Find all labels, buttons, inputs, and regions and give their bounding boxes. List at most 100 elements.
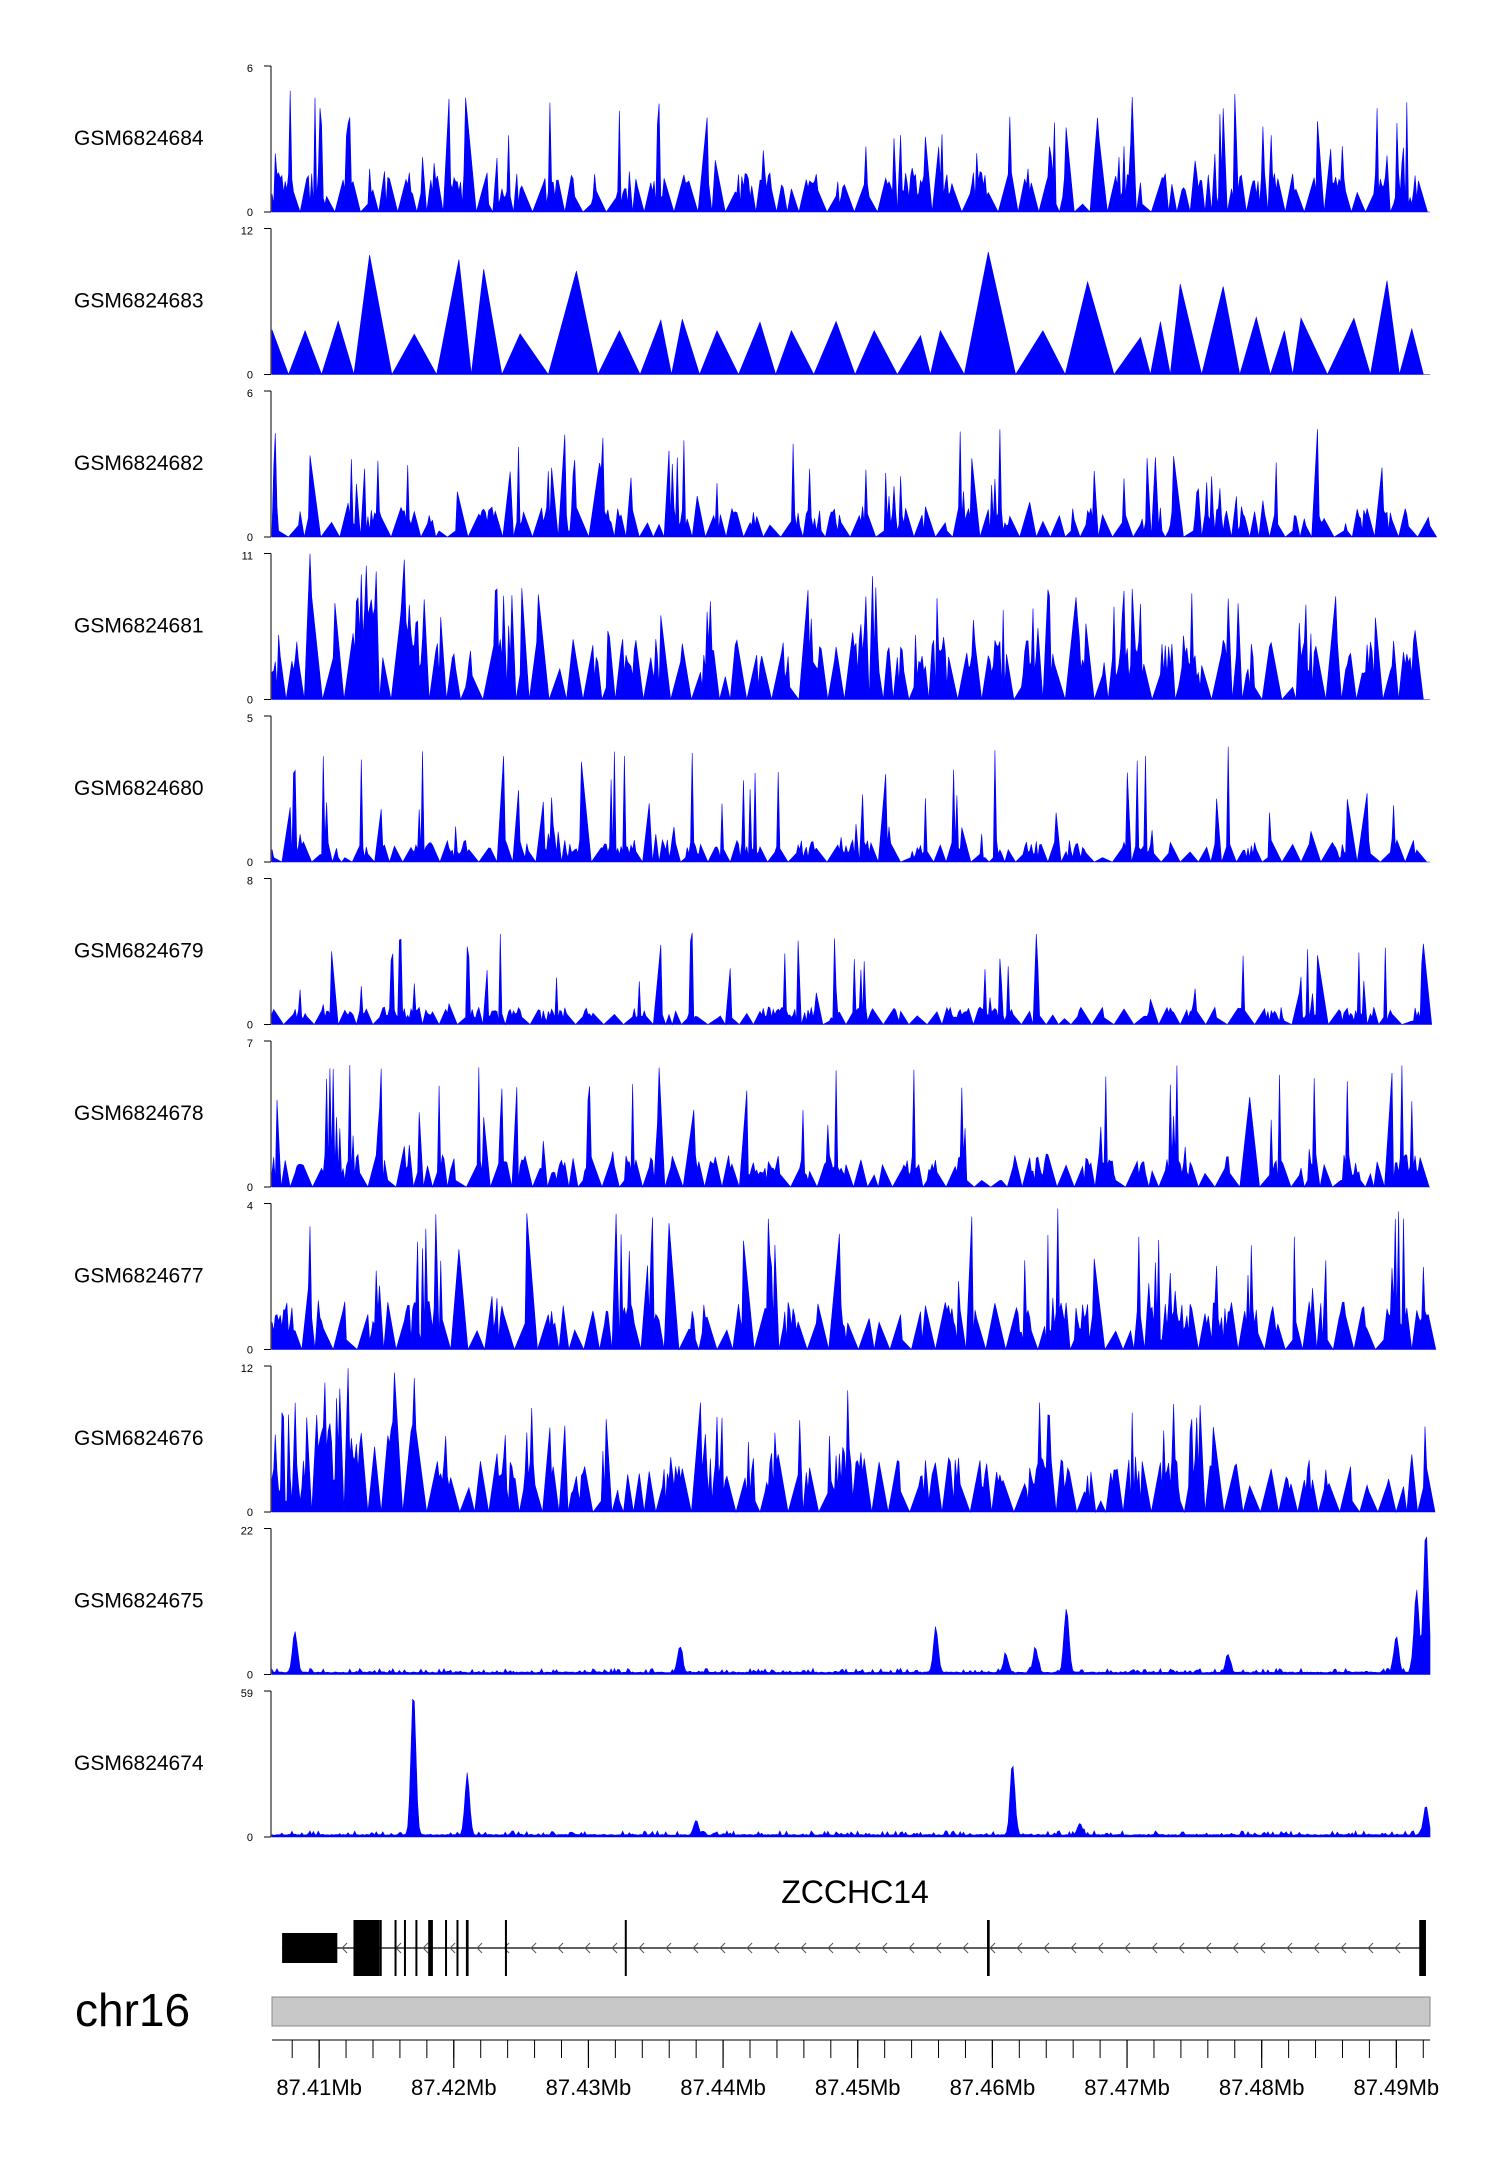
tick-label: 87.44Mb xyxy=(680,2075,766,2100)
tick-label: 87.49Mb xyxy=(1354,2075,1440,2100)
exon xyxy=(353,1920,380,1976)
exon xyxy=(415,1920,418,1976)
strand-arrow xyxy=(827,1942,834,1954)
y-zero-label: 0 xyxy=(247,1670,253,1682)
y-max-label: 6 xyxy=(247,63,253,75)
strand-arrow xyxy=(746,1942,753,1954)
strand-arrow xyxy=(908,1942,915,1954)
strand-arrow xyxy=(1124,1942,1131,1954)
track-GSM6824683: GSM6824683 12 0 xyxy=(74,226,1430,382)
exon xyxy=(465,1920,469,1976)
genomic-axis: 87.41Mb 87.42Mb 87.43Mb 87.44Mb 87.45Mb 87.46… xyxy=(272,2039,1440,2100)
tick-label: 87.46Mb xyxy=(950,2075,1036,2100)
strand-arrow xyxy=(989,1942,996,1954)
exon xyxy=(1419,1920,1426,1976)
tick-label: 87.45Mb xyxy=(815,2075,901,2100)
y-max-label: 12 xyxy=(241,1363,253,1375)
y-zero-label: 0 xyxy=(247,207,253,219)
track-GSM6824682: GSM6824682 6 0 xyxy=(74,388,1438,544)
y-zero-label: 0 xyxy=(247,857,253,869)
y-zero-label: 0 xyxy=(247,1182,253,1194)
strand-arrow xyxy=(1070,1942,1077,1954)
strand-arrow xyxy=(1232,1942,1239,1954)
y-max-label: 4 xyxy=(247,1201,253,1213)
track-GSM6824679: GSM6824679 8 0 xyxy=(74,876,1433,1032)
y-max-label: 59 xyxy=(241,1688,253,1700)
strand-arrow xyxy=(665,1942,672,1954)
strand-arrow xyxy=(584,1942,591,1954)
exon xyxy=(403,1920,406,1976)
coverage-area xyxy=(271,1208,1437,1351)
y-zero-label: 0 xyxy=(247,1507,253,1519)
strand-arrow xyxy=(1286,1942,1293,1954)
y-max-label: 8 xyxy=(247,876,253,888)
track-GSM6824680: GSM6824680 5 0 xyxy=(74,713,1430,869)
strand-arrow xyxy=(1394,1942,1401,1954)
exon xyxy=(456,1920,459,1976)
exon xyxy=(986,1920,990,1976)
track-label: GSM6824680 xyxy=(74,777,204,800)
gene-name-label: ZCCHC14 xyxy=(781,1874,929,1910)
track-label: GSM6824676 xyxy=(74,1427,204,1450)
chromosome-label: chr16 xyxy=(75,1984,190,2036)
strand-arrow xyxy=(962,1942,969,1954)
strand-arrow xyxy=(1043,1942,1050,1954)
strand-arrow xyxy=(638,1942,645,1954)
exon xyxy=(624,1920,627,1976)
coverage-area xyxy=(271,1698,1431,1838)
gene-track: ZCCHC14 xyxy=(282,1874,1426,1976)
track-GSM6824675: GSM6824675 22 0 xyxy=(74,1526,1431,1682)
strand-arrow xyxy=(422,1942,429,1954)
coverage-area xyxy=(271,90,1430,214)
strand-arrow xyxy=(1259,1942,1266,1954)
exon xyxy=(379,1920,382,1976)
coverage-area xyxy=(271,1065,1430,1189)
y-max-label: 11 xyxy=(242,551,253,563)
coverage-area xyxy=(271,932,1433,1026)
strand-arrow xyxy=(1367,1942,1374,1954)
y-zero-label: 0 xyxy=(247,1020,253,1032)
track-GSM6824678: GSM6824678 7 0 xyxy=(74,1038,1430,1194)
strand-arrow xyxy=(503,1942,510,1954)
track-GSM6824676: GSM6824676 12 0 xyxy=(74,1363,1436,1519)
coverage-area xyxy=(271,553,1430,701)
coverage-area xyxy=(271,1368,1436,1514)
track-label: GSM6824682 xyxy=(74,452,204,475)
track-GSM6824681: GSM6824681 11 0 xyxy=(74,551,1430,707)
strand-arrow xyxy=(1313,1942,1320,1954)
strand-arrow xyxy=(557,1942,564,1954)
y-zero-label: 0 xyxy=(247,695,253,707)
track-label: GSM6824674 xyxy=(74,1752,204,1775)
track-GSM6824674: GSM6824674 59 0 xyxy=(74,1688,1431,1844)
y-max-label: 7 xyxy=(247,1038,253,1050)
strand-arrow xyxy=(854,1942,861,1954)
y-zero-label: 0 xyxy=(247,1832,253,1844)
strand-arrow xyxy=(530,1942,537,1954)
track-label: GSM6824681 xyxy=(74,615,204,638)
track-label: GSM6824677 xyxy=(74,1265,204,1288)
strand-arrow xyxy=(692,1942,699,1954)
y-max-label: 22 xyxy=(241,1526,253,1538)
strand-arrow xyxy=(1097,1942,1104,1954)
coverage-area xyxy=(271,746,1430,864)
y-max-label: 5 xyxy=(247,713,253,725)
track-GSM6824684: GSM6824684 6 0 xyxy=(74,63,1430,219)
chromosome-ideogram: chr16 xyxy=(75,1984,1431,2036)
coverage-tracks: GSM682468460GSM6824683120GSM682468260GSM… xyxy=(74,63,1438,1844)
strand-arrow xyxy=(719,1942,726,1954)
track-label: GSM6824683 xyxy=(74,290,204,313)
strand-arrow xyxy=(1205,1942,1212,1954)
track-label: GSM6824679 xyxy=(74,940,204,963)
tick-label: 87.41Mb xyxy=(276,2075,362,2100)
chromosome-band xyxy=(271,1996,1431,2027)
strand-arrow xyxy=(773,1942,780,1954)
strand-arrow xyxy=(1178,1942,1185,1954)
y-zero-label: 0 xyxy=(247,532,253,544)
track-label: GSM6824675 xyxy=(74,1590,204,1613)
tick-label: 87.43Mb xyxy=(546,2075,632,2100)
strand-arrow xyxy=(1151,1942,1158,1954)
strand-arrow xyxy=(881,1942,888,1954)
strand-arrow xyxy=(449,1942,456,1954)
strand-arrow xyxy=(935,1942,942,1954)
